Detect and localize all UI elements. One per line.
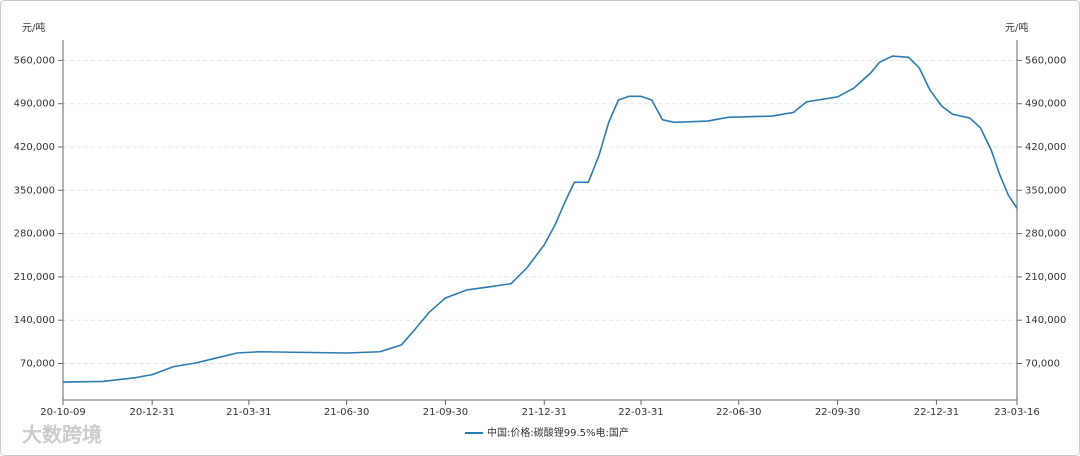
y2-tick-label: 280,000 bbox=[1025, 229, 1066, 240]
watermark: 大数跨境 bbox=[22, 423, 102, 447]
y2-tick-label: 560,000 bbox=[1025, 55, 1066, 66]
y2-tick-label: 420,000 bbox=[1025, 142, 1066, 153]
x-tick-label: 21-12-31 bbox=[522, 407, 567, 418]
y-tick-label: 70,000 bbox=[20, 359, 55, 370]
x-tick-label: 23-03-16 bbox=[994, 407, 1039, 418]
x-tick-label: 21-03-31 bbox=[226, 407, 271, 418]
y-tick-label: 210,000 bbox=[14, 272, 55, 283]
y2-tick-label: 70,000 bbox=[1025, 359, 1060, 370]
y-axis-unit: 元/吨 bbox=[22, 21, 45, 34]
y-tick-label: 280,000 bbox=[14, 229, 55, 240]
y2-axis-unit: 元/吨 bbox=[1005, 21, 1028, 34]
y2-tick-label: 210,000 bbox=[1025, 272, 1066, 283]
y-tick-label: 420,000 bbox=[14, 142, 55, 153]
y2-tick-label: 490,000 bbox=[1025, 99, 1066, 110]
x-tick-label: 21-06-30 bbox=[324, 407, 369, 418]
x-tick-label: 22-03-31 bbox=[618, 407, 663, 418]
x-tick-label: 20-10-09 bbox=[40, 407, 85, 418]
x-tick-label: 21-09-30 bbox=[423, 407, 468, 418]
x-tick-label: 22-12-31 bbox=[914, 407, 959, 418]
y-tick-label: 490,000 bbox=[14, 99, 55, 110]
x-tick-label: 20-12-31 bbox=[129, 407, 174, 418]
y-tick-label: 140,000 bbox=[14, 315, 55, 326]
y-tick-label: 560,000 bbox=[14, 55, 55, 66]
y-tick-label: 350,000 bbox=[14, 185, 55, 196]
legend-label: 中国:价格:碳酸锂99.5%电:国产 bbox=[487, 426, 629, 439]
data-line bbox=[62, 55, 1018, 383]
y2-tick-label: 140,000 bbox=[1025, 315, 1066, 326]
y2-tick-label: 350,000 bbox=[1025, 185, 1066, 196]
x-tick-label: 22-06-30 bbox=[716, 407, 761, 418]
x-tick-label: 22-09-30 bbox=[815, 407, 860, 418]
